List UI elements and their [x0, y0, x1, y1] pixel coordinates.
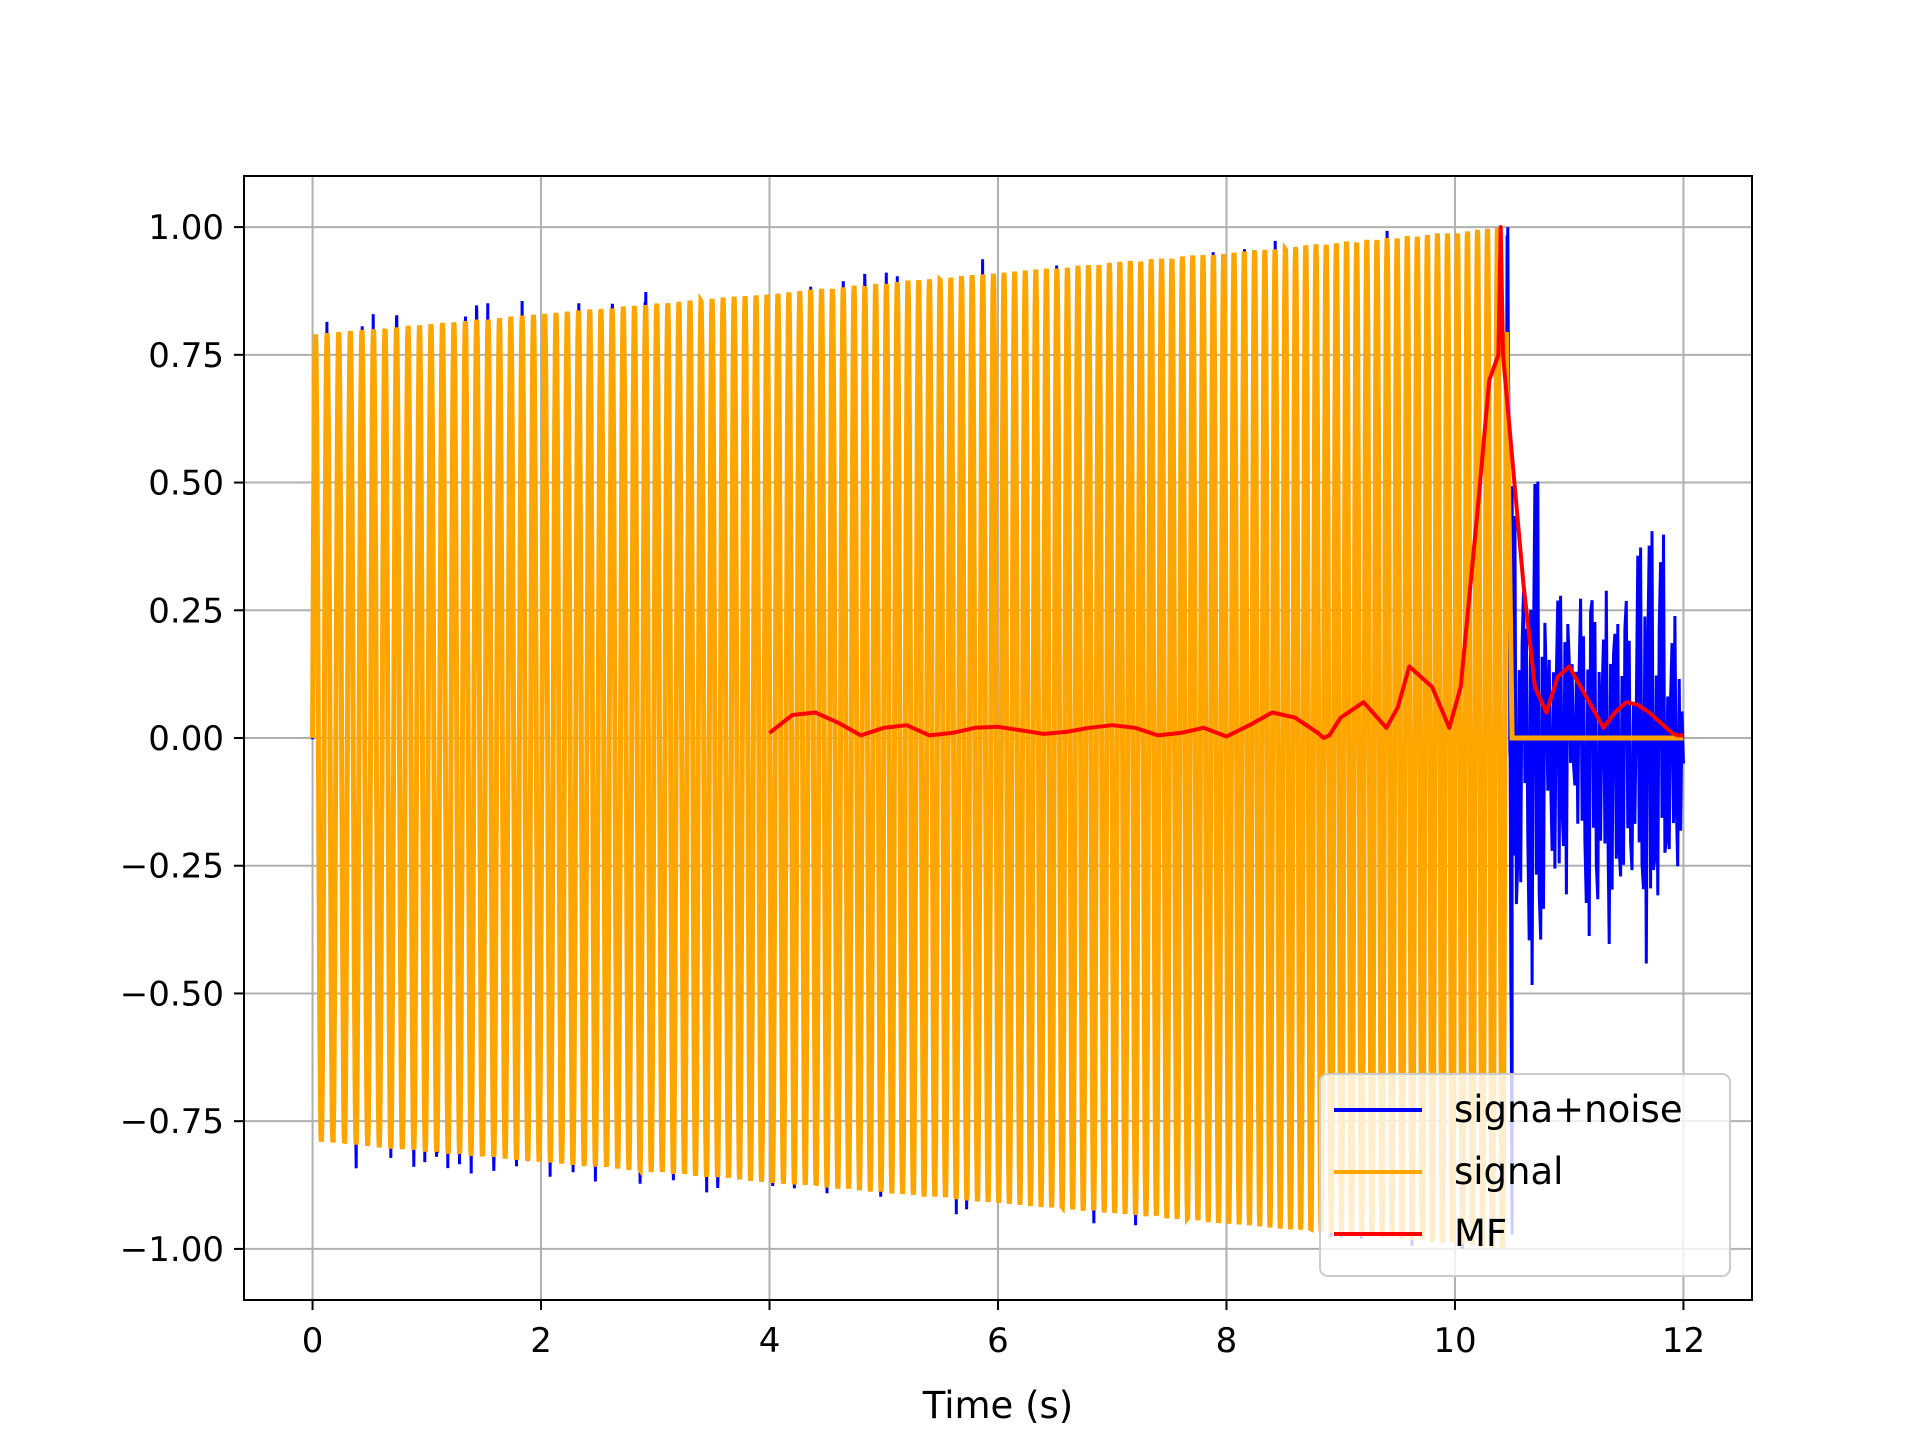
y-tick-label: −0.75 [120, 1102, 224, 1142]
x-tick-label: 6 [987, 1321, 1009, 1361]
y-tick-label: −0.50 [120, 974, 224, 1014]
series-line-signal [310, 227, 1684, 1249]
y-tick-label: −1.00 [120, 1230, 224, 1270]
x-axis-ticks: 0 2 4 6 8 10 12 [302, 1300, 1705, 1361]
x-axis-label: Time (s) [922, 1384, 1073, 1427]
y-tick-label: 1.00 [148, 208, 224, 248]
series-layer [310, 225, 1685, 1249]
y-tick-label: 0.75 [148, 336, 224, 376]
y-tick-label: 0.50 [148, 464, 224, 504]
x-tick-label: 10 [1433, 1321, 1476, 1361]
y-tick-label: 0.25 [148, 591, 224, 631]
y-tick-label: 0.00 [148, 719, 224, 759]
x-tick-label: 2 [530, 1321, 552, 1361]
legend-label-mf: MF [1454, 1212, 1507, 1255]
legend-label-signa-noise: signa+noise [1454, 1088, 1683, 1131]
x-tick-label: 12 [1662, 1321, 1705, 1361]
series-line-mf [768, 225, 1684, 740]
x-tick-label: 4 [759, 1321, 781, 1361]
legend-box [1319, 1073, 1731, 1277]
x-tick-label: 0 [302, 1321, 324, 1361]
legend-label-signal: signal [1454, 1150, 1563, 1193]
x-tick-label: 8 [1216, 1321, 1238, 1361]
y-axis-ticks: −1.00 −0.75 −0.50 −0.25 0.00 0.25 0.50 0.75 1.00 [120, 208, 244, 1270]
y-tick-label: −0.25 [120, 847, 224, 887]
legend: signa+noise signal MF [1319, 1073, 1731, 1277]
